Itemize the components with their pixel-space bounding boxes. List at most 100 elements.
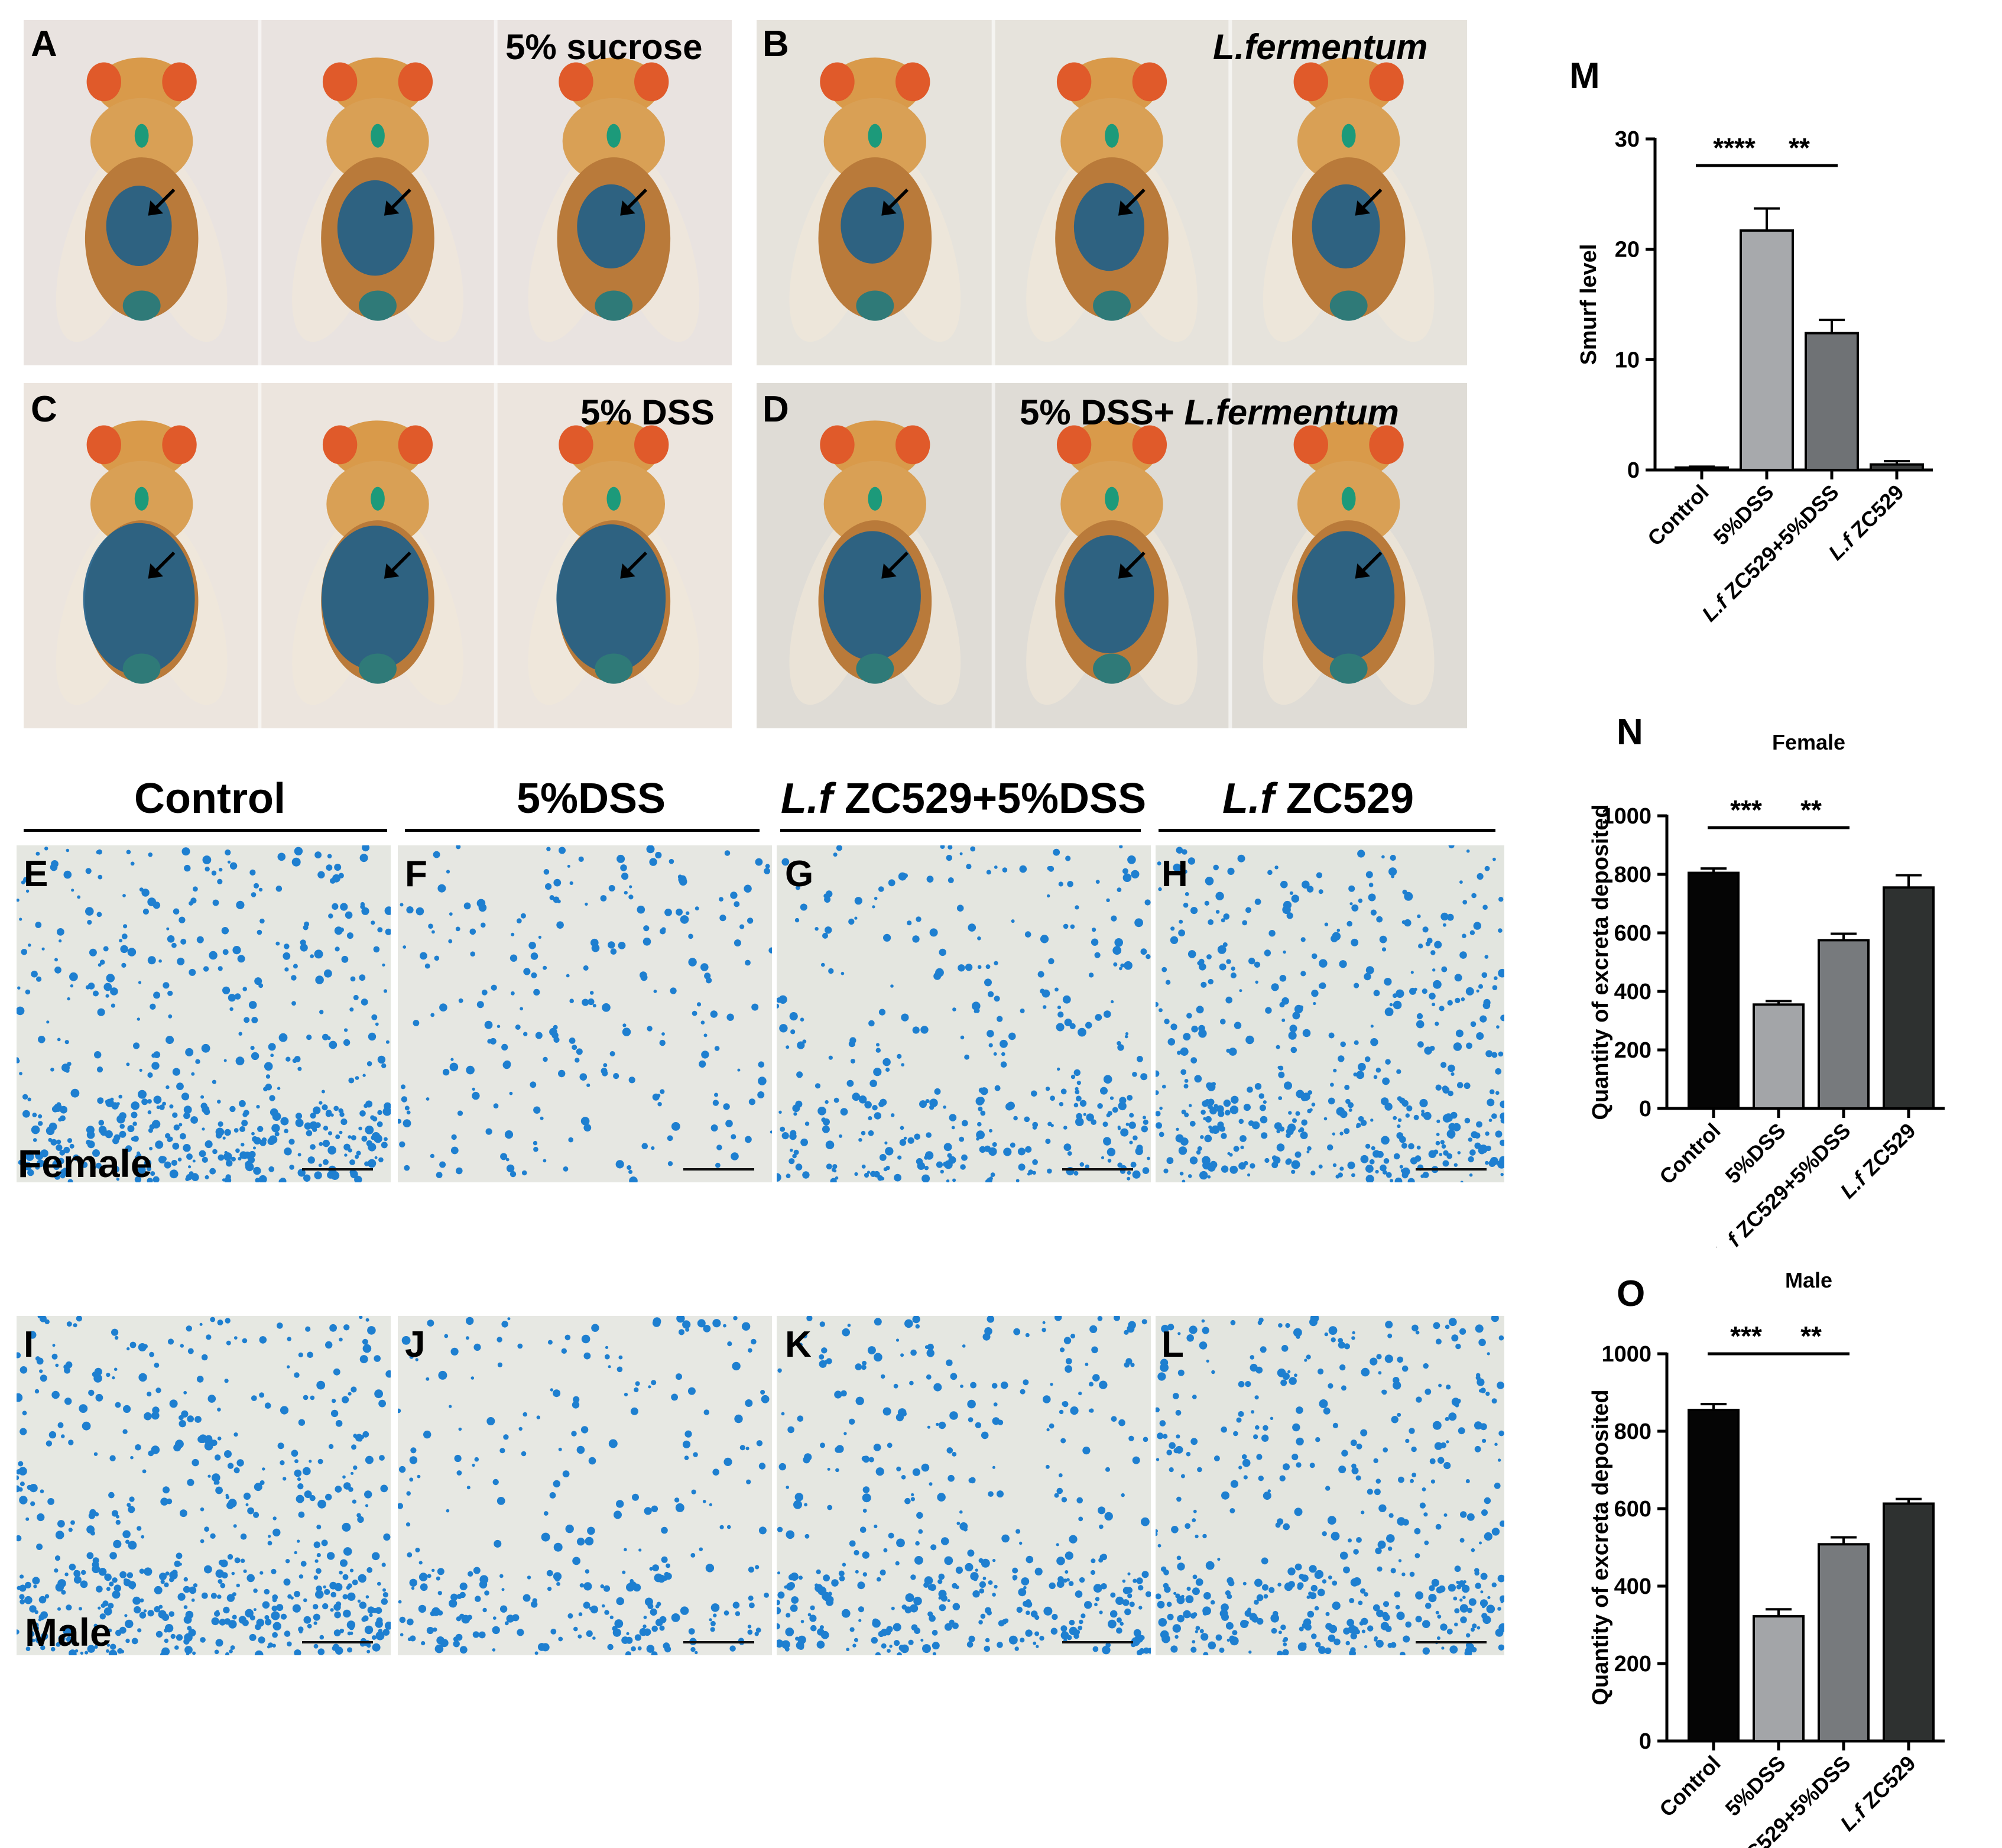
excreta-dot: [1470, 1021, 1477, 1027]
excreta-dot: [1477, 873, 1484, 880]
excreta-dot: [150, 1171, 155, 1176]
excreta-dot: [588, 1457, 596, 1465]
excreta-dot: [881, 1643, 887, 1649]
excreta-dot: [353, 1434, 358, 1438]
excreta-dot: [459, 1582, 468, 1591]
excreta-dot: [1025, 1146, 1032, 1153]
excreta-dot: [131, 1111, 138, 1118]
excreta-dot: [294, 1056, 301, 1062]
excreta-dot: [114, 1335, 119, 1340]
excreta-dot: [827, 1467, 830, 1471]
excreta-dot: [35, 922, 42, 928]
excreta-dot: [625, 1636, 633, 1644]
excreta-dot: [134, 1606, 141, 1614]
excreta-dot: [809, 1614, 817, 1622]
excreta-dot: [786, 1486, 789, 1489]
fly-eye-right: [398, 425, 433, 465]
excreta-dot: [1358, 898, 1363, 903]
excreta-dot: [1387, 1359, 1391, 1363]
excreta-dot: [778, 1463, 786, 1471]
excreta-dot: [33, 1584, 37, 1588]
excreta-dot: [1440, 1623, 1448, 1631]
excreta-dot: [1177, 1051, 1181, 1055]
excreta-dot: [212, 1149, 218, 1155]
excreta-dot: [1130, 1162, 1137, 1168]
excreta-dot: [1391, 1416, 1399, 1424]
excreta-dot: [40, 1489, 44, 1493]
excreta-dot: [924, 1166, 929, 1171]
excreta-dot: [786, 1173, 791, 1179]
excreta-dot: [1435, 1022, 1439, 1026]
excreta-dot: [1119, 1097, 1127, 1104]
excreta-dot: [32, 1113, 37, 1117]
excreta-dot: [940, 1537, 949, 1545]
excreta-dot: [352, 1499, 357, 1504]
y-tick-label: 400: [1614, 1574, 1651, 1599]
excreta-dot: [585, 902, 588, 906]
fly-eye-right: [634, 62, 669, 102]
excreta-dot: [144, 1567, 152, 1576]
excreta-dot: [291, 975, 297, 981]
excreta-dot: [968, 923, 976, 932]
excreta-dot: [709, 1503, 712, 1506]
excreta-dot: [384, 1102, 391, 1110]
excreta-dot: [183, 1586, 190, 1593]
excreta-dot: [1455, 1403, 1459, 1408]
excreta-dot: [1016, 1606, 1023, 1613]
excreta-dot: [96, 912, 102, 917]
excreta-dot: [1294, 1373, 1297, 1377]
excreta-dot: [449, 1062, 459, 1072]
excreta-dot: [919, 1100, 927, 1108]
excreta-dot: [1140, 1635, 1145, 1640]
excreta-dot: [1223, 913, 1230, 920]
excreta-dot: [224, 1379, 229, 1383]
excreta-dot: [1079, 1619, 1083, 1625]
excreta-dot: [1481, 972, 1488, 978]
panel-letter-L: L: [1161, 1324, 1184, 1365]
excreta-dot: [86, 1552, 94, 1560]
excreta-dot: [319, 1142, 323, 1146]
excreta-dot: [810, 1625, 817, 1632]
column-rule-dss: [405, 829, 760, 832]
excreta-dot: [797, 1041, 805, 1049]
excreta-dot: [600, 1584, 605, 1588]
excreta-dot: [984, 1327, 992, 1335]
excreta-dot: [400, 1633, 404, 1636]
excreta-dot: [360, 1435, 365, 1440]
excreta-dot: [1199, 958, 1205, 965]
excreta-dot: [1293, 1328, 1302, 1337]
excreta-dot: [553, 1572, 562, 1581]
excreta-dot: [521, 1170, 527, 1176]
excreta-dot: [1434, 1442, 1443, 1450]
excreta-dot: [167, 935, 175, 943]
fly-eye-left: [559, 62, 593, 102]
chart-title: Female: [1772, 730, 1845, 754]
excreta-dot: [1207, 1175, 1211, 1179]
excreta-dot: [1176, 1127, 1179, 1131]
excreta-dot: [293, 964, 298, 969]
excreta-dot: [35, 1356, 40, 1361]
excreta-dot: [629, 885, 632, 889]
excreta-dot: [1127, 1593, 1133, 1599]
excreta-dot: [680, 1606, 689, 1615]
excreta-dot: [1231, 966, 1235, 971]
excreta-dot: [298, 1352, 303, 1357]
excreta-dot: [251, 1052, 259, 1061]
excreta-dot: [1344, 1343, 1350, 1350]
excreta-dot: [873, 1171, 880, 1178]
excreta-dot: [1053, 848, 1060, 856]
excreta-dot: [98, 874, 103, 880]
excreta-dot: [745, 1136, 752, 1143]
panel-letter-E: E: [24, 854, 48, 894]
excreta-dot: [1284, 1081, 1292, 1090]
excreta-dot: [456, 1470, 462, 1476]
excreta-dot: [932, 1652, 936, 1655]
excreta-dot: [616, 1500, 624, 1508]
excreta-dot: [1500, 1595, 1504, 1602]
excreta-dot: [1157, 1372, 1166, 1381]
excreta-dot: [862, 1572, 867, 1577]
excreta-dot: [139, 1598, 144, 1603]
excreta-dot: [280, 1406, 289, 1415]
excreta-dot: [700, 963, 709, 971]
